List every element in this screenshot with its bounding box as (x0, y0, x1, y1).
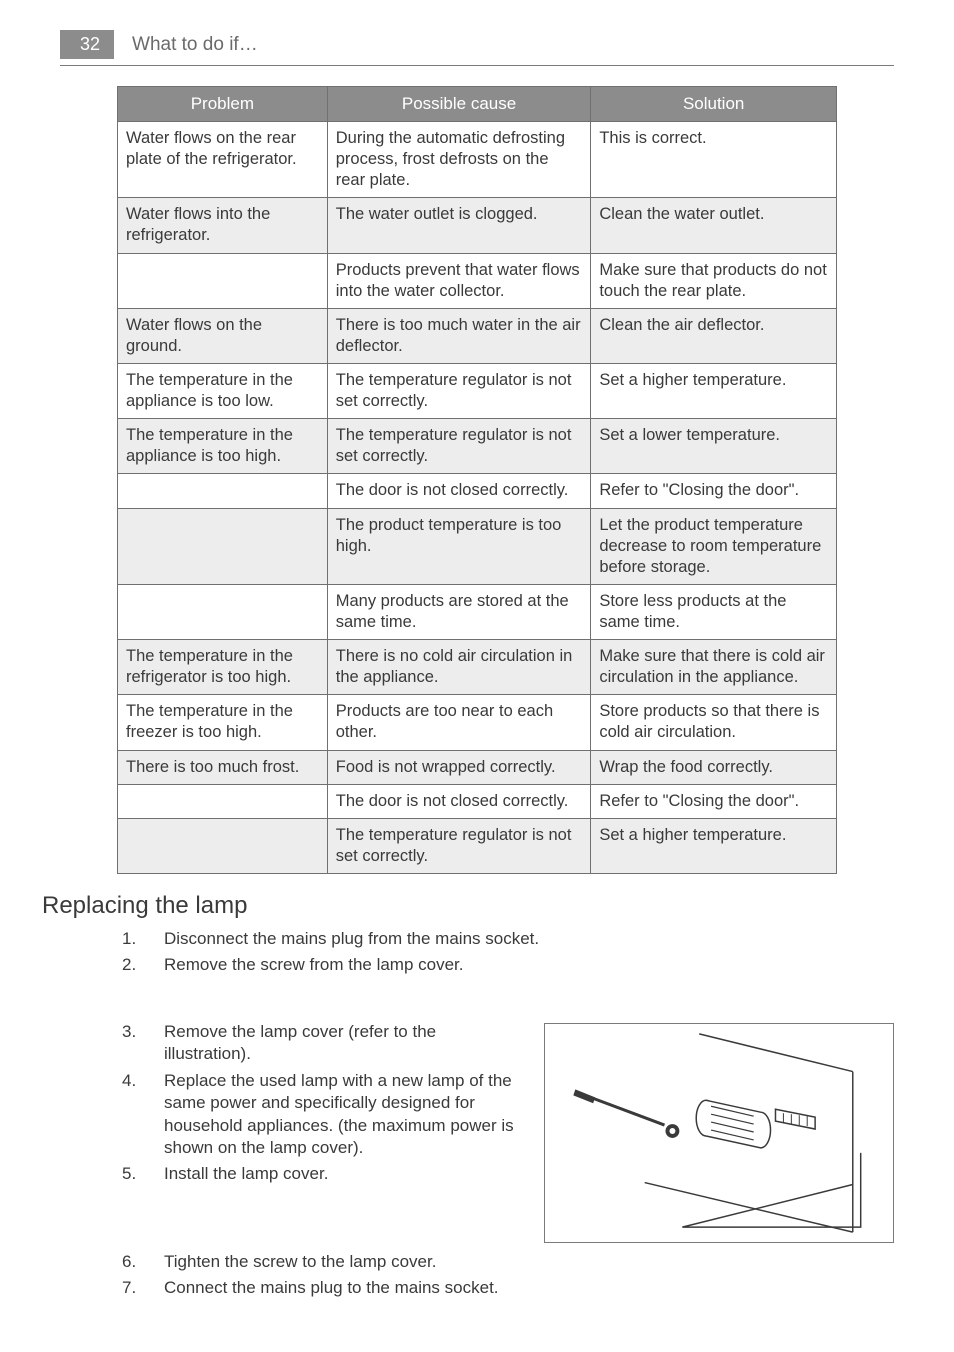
cell-problem: Water flows on the ground. (118, 308, 328, 363)
table-row: Water flows on the ground.There is too m… (118, 308, 837, 363)
list-item: Remove the lamp cover (refer to the illu… (122, 1019, 524, 1068)
header-rule (60, 65, 894, 66)
steps-with-illustration: Remove the lamp cover (refer to the illu… (122, 1019, 894, 1243)
steps-list-top: Disconnect the mains plug from the mains… (122, 926, 894, 979)
table-row: The temperature in the appliance is too … (118, 419, 837, 474)
cell-cause: There is too much water in the air defle… (327, 308, 591, 363)
table-row: Water flows into the refrigerator.The wa… (118, 198, 837, 253)
cell-cause: During the automatic defrosting process,… (327, 122, 591, 198)
page-number-badge: 32 (60, 30, 114, 59)
table-row: Products prevent that water flows into t… (118, 253, 837, 308)
steps-list-mid: Remove the lamp cover (refer to the illu… (122, 1019, 524, 1188)
cell-solution: Set a higher temperature. (591, 818, 837, 873)
cell-solution: Set a higher temperature. (591, 363, 837, 418)
cell-cause: The door is not closed correctly. (327, 784, 591, 818)
table-row: The temperature in the refrigerator is t… (118, 640, 837, 695)
cell-solution: Clean the air deflector. (591, 308, 837, 363)
table-row: There is too much frost.Food is not wrap… (118, 750, 837, 784)
list-item: Disconnect the mains plug from the mains… (122, 926, 894, 952)
cell-cause: There is no cold air circulation in the … (327, 640, 591, 695)
table-row: The product temperature is too high.Let … (118, 508, 837, 584)
cell-problem: The temperature in the freezer is too hi… (118, 695, 328, 750)
list-item: Remove the screw from the lamp cover. (122, 952, 894, 978)
table-row: The temperature in the freezer is too hi… (118, 695, 837, 750)
cell-problem (118, 474, 328, 508)
cell-cause: The temperature regulator is not set cor… (327, 818, 591, 873)
cell-cause: The product temperature is too high. (327, 508, 591, 584)
table-row: Many products are stored at the same tim… (118, 584, 837, 639)
cell-problem: Water flows into the refrigerator. (118, 198, 328, 253)
cell-problem: Water flows on the rear plate of the ref… (118, 122, 328, 198)
cell-cause: Products are too near to each other. (327, 695, 591, 750)
cell-problem: The temperature in the appliance is too … (118, 419, 328, 474)
cell-problem (118, 818, 328, 873)
list-item: Connect the mains plug to the mains sock… (122, 1275, 894, 1301)
cell-problem (118, 253, 328, 308)
page-header: 32 What to do if… (0, 0, 954, 65)
cell-solution: Clean the water outlet. (591, 198, 837, 253)
table-row: The door is not closed correctly.Refer t… (118, 474, 837, 508)
cell-solution: Wrap the food correctly. (591, 750, 837, 784)
cell-solution: Let the product temperature decrease to … (591, 508, 837, 584)
cell-solution: Set a lower temperature. (591, 419, 837, 474)
cell-problem (118, 584, 328, 639)
cell-solution: Refer to "Closing the door". (591, 784, 837, 818)
table-row: Water flows on the rear plate of the ref… (118, 122, 837, 198)
cell-solution: Make sure that there is cold air circula… (591, 640, 837, 695)
troubleshooting-table: Problem Possible cause Solution Water fl… (117, 86, 837, 874)
cell-solution: This is correct. (591, 122, 837, 198)
cell-problem (118, 508, 328, 584)
cell-cause: Many products are stored at the same tim… (327, 584, 591, 639)
list-item: Replace the used lamp with a new lamp of… (122, 1068, 524, 1162)
col-solution: Solution (591, 87, 837, 122)
cell-problem: The temperature in the refrigerator is t… (118, 640, 328, 695)
section-title: Replacing the lamp (42, 892, 954, 920)
col-cause: Possible cause (327, 87, 591, 122)
table-row: The door is not closed correctly.Refer t… (118, 784, 837, 818)
col-problem: Problem (118, 87, 328, 122)
cell-solution: Make sure that products do not touch the… (591, 253, 837, 308)
list-item: Install the lamp cover. (122, 1161, 524, 1187)
cell-solution: Store less products at the same time. (591, 584, 837, 639)
cell-cause: Products prevent that water flows into t… (327, 253, 591, 308)
cell-problem (118, 784, 328, 818)
table-row: The temperature regulator is not set cor… (118, 818, 837, 873)
cell-cause: The door is not closed correctly. (327, 474, 591, 508)
cell-problem: There is too much frost. (118, 750, 328, 784)
lamp-cover-illustration (544, 1023, 894, 1243)
cell-solution: Store products so that there is cold air… (591, 695, 837, 750)
steps-list-bottom: Tighten the screw to the lamp cover.Conn… (122, 1249, 894, 1302)
cell-problem: The temperature in the appliance is too … (118, 363, 328, 418)
breadcrumb-title: What to do if… (132, 34, 258, 56)
cell-cause: Food is not wrapped correctly. (327, 750, 591, 784)
cell-cause: The temperature regulator is not set cor… (327, 363, 591, 418)
table-row: The temperature in the appliance is too … (118, 363, 837, 418)
cell-solution: Refer to "Closing the door". (591, 474, 837, 508)
list-item: Tighten the screw to the lamp cover. (122, 1249, 894, 1275)
cell-cause: The temperature regulator is not set cor… (327, 419, 591, 474)
table-header-row: Problem Possible cause Solution (118, 87, 837, 122)
cell-cause: The water outlet is clogged. (327, 198, 591, 253)
